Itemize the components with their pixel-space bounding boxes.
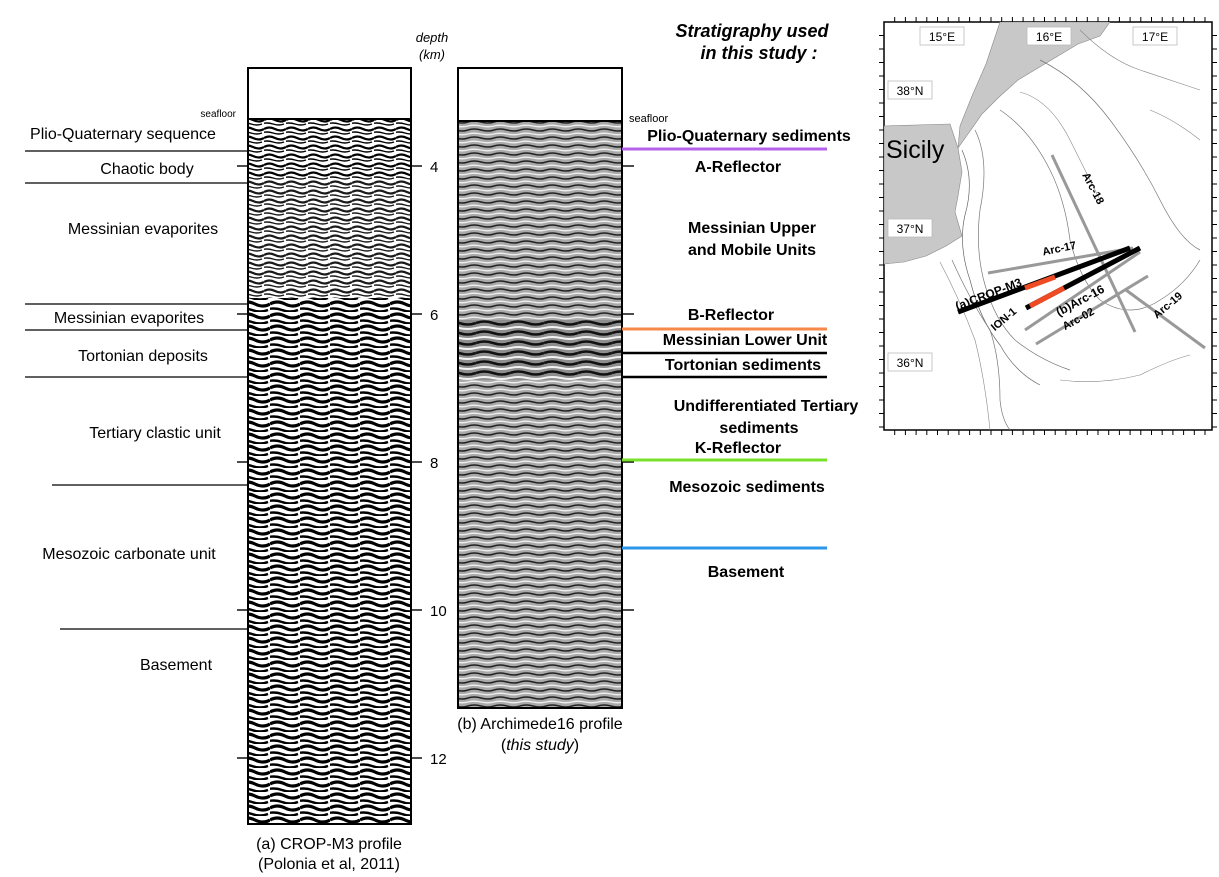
arc17-line — [987, 246, 1134, 275]
arc18-line — [1050, 154, 1137, 333]
cropm3-highlight — [1024, 274, 1056, 291]
profile-a-seafloor-label: seafloor — [200, 109, 236, 120]
strat-messinian-lower: Messinian Lower Unit — [663, 332, 828, 349]
unit-label-messinian-evaporites-lower: Messinian evaporites — [54, 310, 204, 327]
strat-tortonian: Tortonian sediments — [665, 357, 821, 374]
strat-basement: Basement — [708, 564, 785, 581]
profile-b-panel — [457, 67, 623, 709]
depth-tick-label: 10 — [430, 603, 447, 620]
ion1-line — [1024, 250, 1141, 332]
profile-b-caption-ref: (this study) — [501, 737, 579, 754]
lon-label-17e: 17°E — [1142, 30, 1168, 44]
unit-label-tortonian-deposits: Tortonian deposits — [78, 348, 208, 365]
lon-label-15e: 15°E — [929, 30, 955, 44]
lon-label-16e: 16°E — [1036, 30, 1062, 44]
strat-b-reflector: B-Reflector — [688, 307, 774, 324]
location-map: 15°E 16°E 17°E 38°N 37°N 36°N Sicily Arc… — [879, 17, 1217, 435]
sicily-label: Sicily — [886, 136, 945, 164]
depth-tick-label: 4 — [430, 159, 438, 176]
stratigraphy-legend: Stratigraphy used in this study : seaflo… — [622, 21, 858, 581]
lat-label-36n: 36°N — [897, 356, 924, 370]
strat-mesozoic: Mesozoic sediments — [669, 479, 825, 496]
profile-b-caption: (b) Archimede16 profile — [457, 716, 623, 733]
unit-label-messinian-evaporites-upper: Messinian evaporites — [68, 221, 218, 238]
lat-label-37n: 37°N — [897, 222, 924, 236]
map-frame-ticks — [879, 17, 1217, 435]
lat-label-38n: 38°N — [897, 84, 924, 98]
depth-axis-unit: (km) — [419, 47, 445, 62]
stratigraphy-title-line2: in this study : — [701, 43, 818, 63]
unit-label-tertiary-clastic: Tertiary clastic unit — [89, 425, 221, 442]
strat-messinian-upper: Messinian Upper — [688, 220, 816, 237]
strat-k-reflector: K-Reflector — [695, 440, 781, 457]
strat-a-reflector: A-Reflector — [695, 159, 781, 176]
depth-tick-label: 12 — [430, 751, 447, 768]
profile-a-annotations: seafloor Plio-Quaternary sequence Chaoti… — [25, 109, 248, 674]
depth-axis-title: depth — [416, 30, 449, 45]
unit-label-plio-quaternary: Plio-Quaternary sequence — [30, 126, 216, 143]
depth-ticks: 4 6 8 10 12 — [237, 159, 634, 768]
strat-plio-quaternary: Plio-Quaternary sediments — [647, 128, 851, 145]
profile-b-seafloor-label: seafloor — [629, 113, 668, 125]
strat-undifferentiated-tertiary: Undifferentiated Tertiary — [674, 398, 859, 415]
profile-a-panel — [247, 67, 412, 825]
strat-tertiary-sediments: sediments — [719, 420, 798, 437]
profile-a-caption: (a) CROP-M3 profile — [256, 836, 402, 853]
stratigraphy-title: Stratigraphy used — [675, 21, 829, 41]
calabria-land — [957, 22, 1111, 150]
arc19-line — [1125, 288, 1206, 350]
unit-label-chaotic-body: Chaotic body — [100, 161, 193, 178]
strat-mobile-units: and Mobile Units — [688, 242, 816, 259]
arc02-line — [1035, 274, 1149, 346]
unit-label-mesozoic-carbonate: Mesozoic carbonate unit — [42, 546, 216, 563]
profile-a-caption-ref: (Polonia et al, 2011) — [258, 856, 400, 873]
depth-tick-label: 6 — [430, 307, 438, 324]
unit-label-basement: Basement — [140, 657, 213, 674]
depth-tick-label: 8 — [430, 455, 438, 472]
arc16-highlight — [1028, 285, 1066, 309]
